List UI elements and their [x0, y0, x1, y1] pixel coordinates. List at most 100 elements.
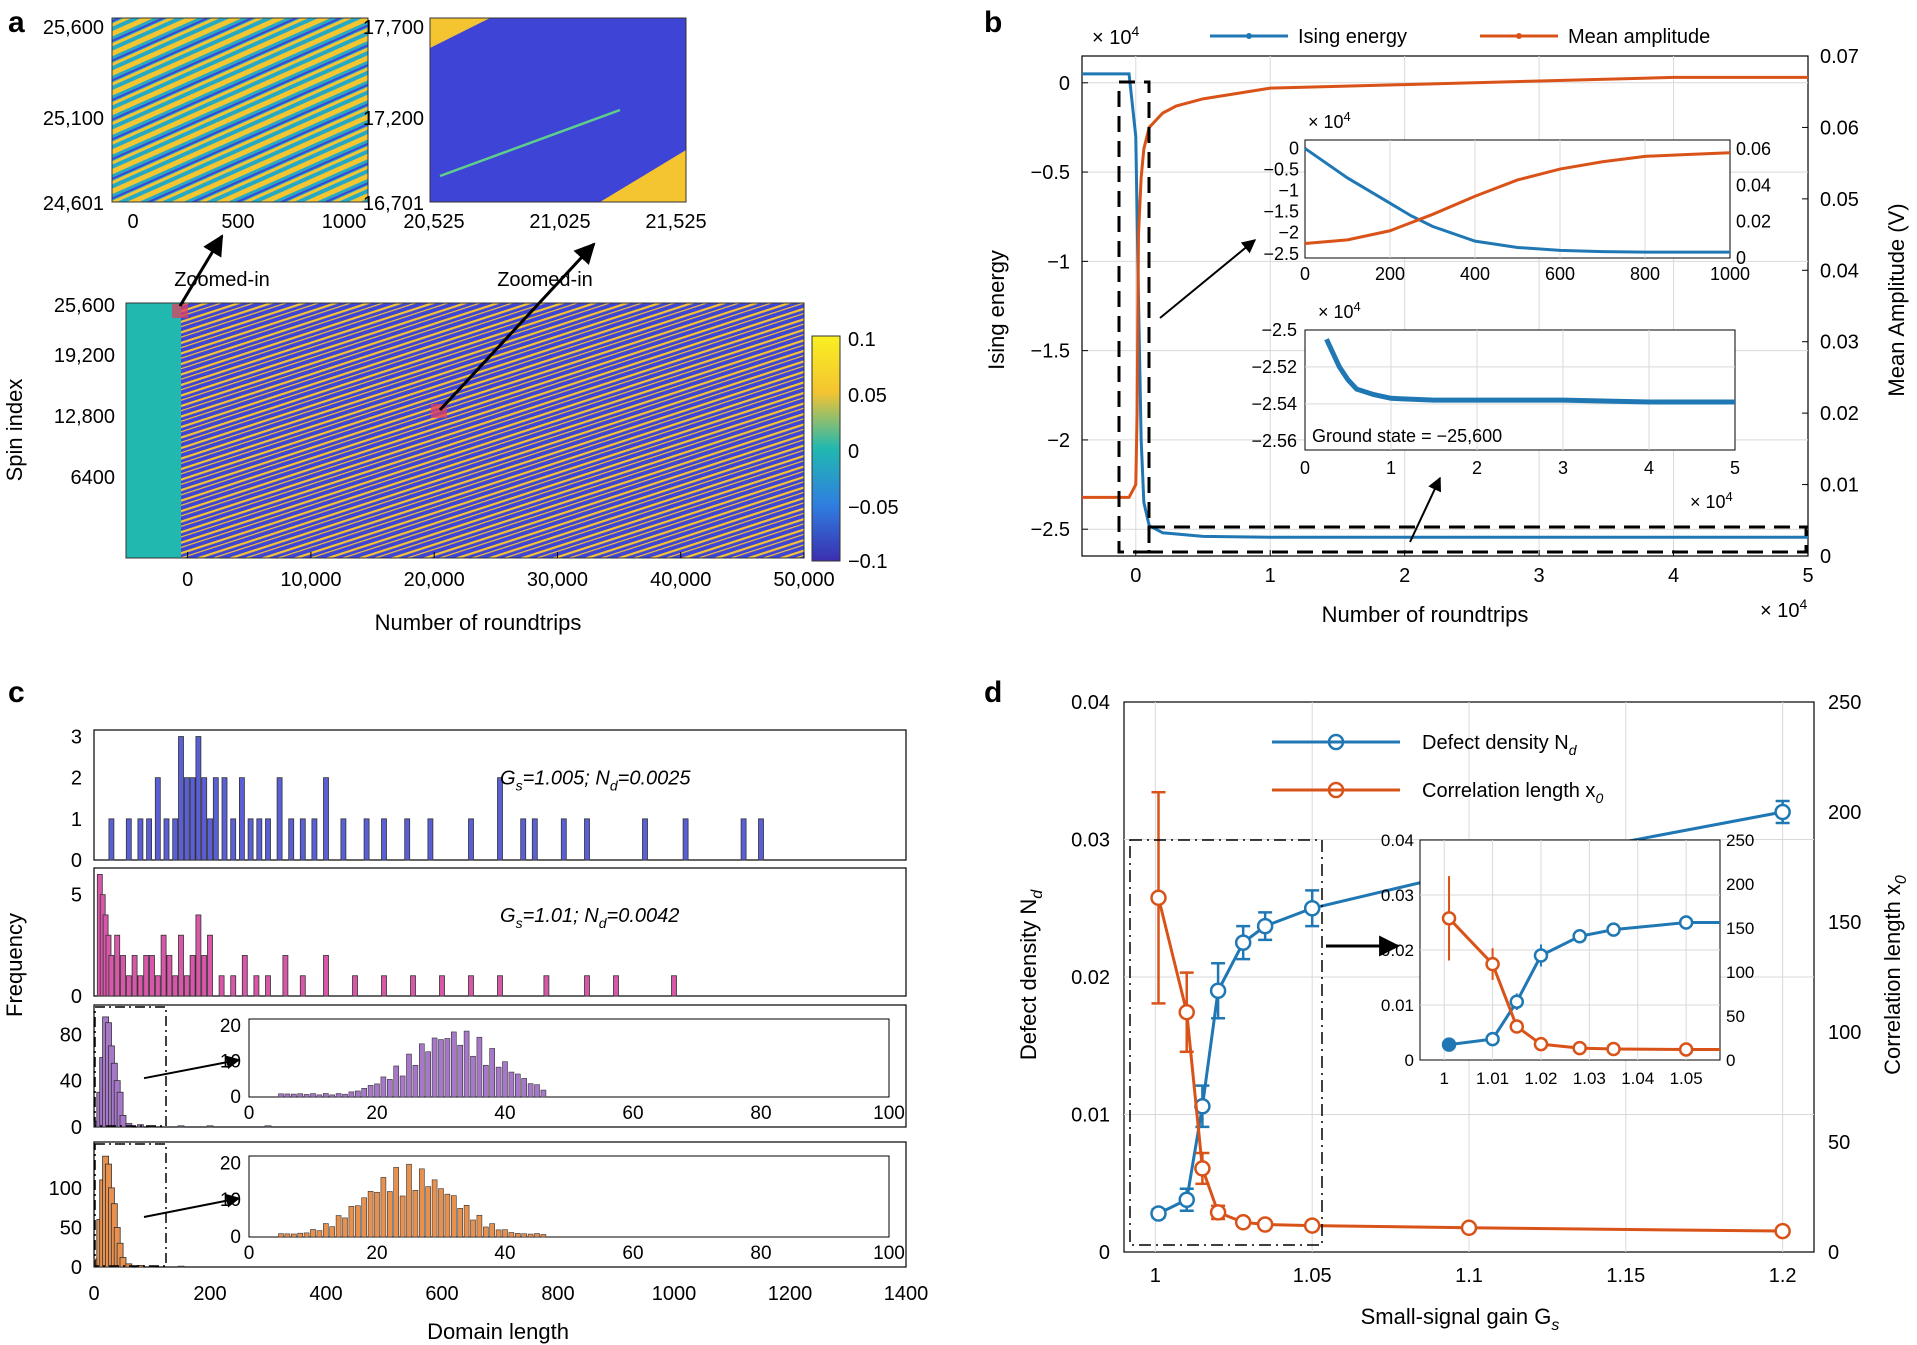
b-inset1-bg [1304, 139, 1731, 259]
c-bar [241, 955, 248, 997]
c-ytick: 5 [71, 885, 82, 907]
zoom2-heatmap: 17,700 17,200 16,701 20,525 21,025 21,52… [363, 17, 707, 291]
main-ytick-1: 19,200 [54, 345, 115, 367]
c-bar [265, 975, 271, 997]
d-yticks-left: 0.04 0.03 0.02 0.01 0 [1071, 692, 1110, 1264]
b-ylabel-right: Mean Amplitude (V) [1884, 203, 1909, 396]
c-xtick: 800 [541, 1283, 574, 1305]
b-series-ising [1082, 72, 1808, 539]
c-inset-bar [348, 1206, 355, 1238]
c-inset-bar [514, 1233, 521, 1238]
zoom1-ytick-0: 25,600 [43, 17, 104, 39]
colorbar-tick-1: 0.05 [848, 385, 887, 407]
c-inset-xtick: 40 [494, 1103, 515, 1124]
d-yticks-right: 250 200 150 100 50 0 [1828, 692, 1861, 1264]
c-bar [299, 818, 306, 861]
c-inset-ytick: 20 [220, 1016, 241, 1037]
c-bar [177, 1265, 185, 1268]
b-inset2-arrow [1409, 476, 1441, 543]
c-inset-bar [514, 1073, 521, 1098]
c-inset-bar [386, 1191, 393, 1238]
d-point-defect [1209, 982, 1227, 999]
c-bar [682, 818, 689, 861]
c-xtick: 1200 [768, 1283, 813, 1305]
c-xticks: 0 200 400 600 800 1000 1200 1400 [88, 1283, 928, 1305]
c-bar [323, 955, 329, 997]
c-inset-bar [476, 1214, 483, 1238]
d-point-corr [1234, 1214, 1252, 1231]
c-inset-bar [508, 1071, 515, 1098]
b-ytick-right: 0.05 [1820, 189, 1859, 211]
c-bar [740, 818, 747, 861]
c-inset-xtick: 100 [873, 1243, 905, 1264]
c-row-0: 3 2 1 0 Gs=1.005; Nd=0.0025 [71, 727, 907, 872]
c-inset-bar [534, 1233, 540, 1238]
d-legend-marker-corr [1327, 781, 1345, 799]
c-ytick: 3 [71, 727, 82, 749]
colorbar-tick-2: 0 [848, 441, 859, 463]
c-inset-bar [527, 1233, 534, 1238]
c-bar [282, 955, 289, 997]
b-zoom-box-2 [1147, 525, 1808, 554]
c-inset-bar [406, 1053, 412, 1098]
panel-b: b × 104 × 104 Ising energy Mean amplitud… [984, 6, 1909, 627]
d-inset-point-corr [1678, 1042, 1694, 1057]
c-inset-bar [508, 1232, 515, 1238]
b-inset1-ytick-right: 0.02 [1736, 212, 1771, 232]
c-inset-bar [399, 1195, 406, 1238]
d-inset-xtick: 1.01 [1476, 1069, 1509, 1088]
c-inset-bar [310, 1093, 316, 1098]
c-bar [265, 818, 271, 861]
a-xtick-label: 30,000 [527, 569, 588, 591]
b-inset2: × 104 × 104 −2.5 −2.52 −2.54 −2.56 0 1 2 3 4 5 G… [1251, 299, 1740, 543]
c-inset-ytick: 0 [230, 1087, 241, 1108]
c-ytick: 50 [60, 1217, 82, 1239]
panel-a: a 25,600 25,100 24,601 0 500 1000 Zoomed… [2, 6, 899, 635]
colorbar: 0.1 0.05 0 −0.05 −0.1 [811, 329, 899, 573]
b-inset1-ytick-right: 0.04 [1736, 175, 1771, 195]
c-inset-bar [406, 1163, 412, 1238]
c-inset-bar [444, 1193, 451, 1238]
c-bar [276, 777, 283, 861]
zoom1-ytick-2: 24,601 [43, 193, 104, 215]
c-bar [256, 818, 263, 861]
d-inset-point-defect [1572, 929, 1587, 944]
c-inset-bar [303, 1094, 310, 1098]
c-inset-bar [399, 1075, 406, 1098]
c-bar [195, 914, 202, 997]
c-inset-ytick: 10 [220, 1190, 241, 1211]
c-bar [520, 818, 527, 861]
b-inset2-xtick: 3 [1558, 458, 1568, 478]
c-inset-bar [450, 1031, 457, 1098]
c-inset-bar [502, 1229, 508, 1238]
c-inset-bar [463, 1030, 470, 1098]
c-bar [160, 934, 167, 997]
c-inset-bar [290, 1233, 297, 1238]
c-bar [410, 975, 416, 997]
d-xlabel: Small-signal gain Gs [1361, 1304, 1560, 1334]
c-inset-bar [380, 1177, 387, 1238]
c-inset-bar [540, 1234, 547, 1238]
d-inset-xtick: 1.02 [1524, 1069, 1557, 1088]
c-inset-bar [470, 1219, 476, 1238]
c-inset-bar [335, 1093, 342, 1098]
zoom2-image [430, 18, 686, 202]
c-bar [230, 818, 237, 861]
b-inset1-xtick: 1000 [1710, 264, 1750, 284]
c-bar [189, 955, 196, 997]
c-inset-xtick: 100 [873, 1103, 905, 1124]
c-bar [172, 975, 179, 997]
c-inset-bar [470, 1055, 476, 1098]
panel-b-letter: b [984, 6, 1002, 39]
b-legend-ising: Ising energy [1298, 26, 1407, 48]
d-inset-ytick-right: 50 [1726, 1007, 1745, 1026]
d-inset-ytick-left: 0.02 [1381, 941, 1414, 960]
c-bar [163, 818, 170, 861]
c-inset-bar [354, 1090, 361, 1098]
main-heatmap-image [126, 303, 804, 558]
b-inset2-exp: × 104 [1318, 299, 1361, 322]
c-bar [207, 818, 213, 861]
c-row-label-part: G [500, 768, 516, 790]
